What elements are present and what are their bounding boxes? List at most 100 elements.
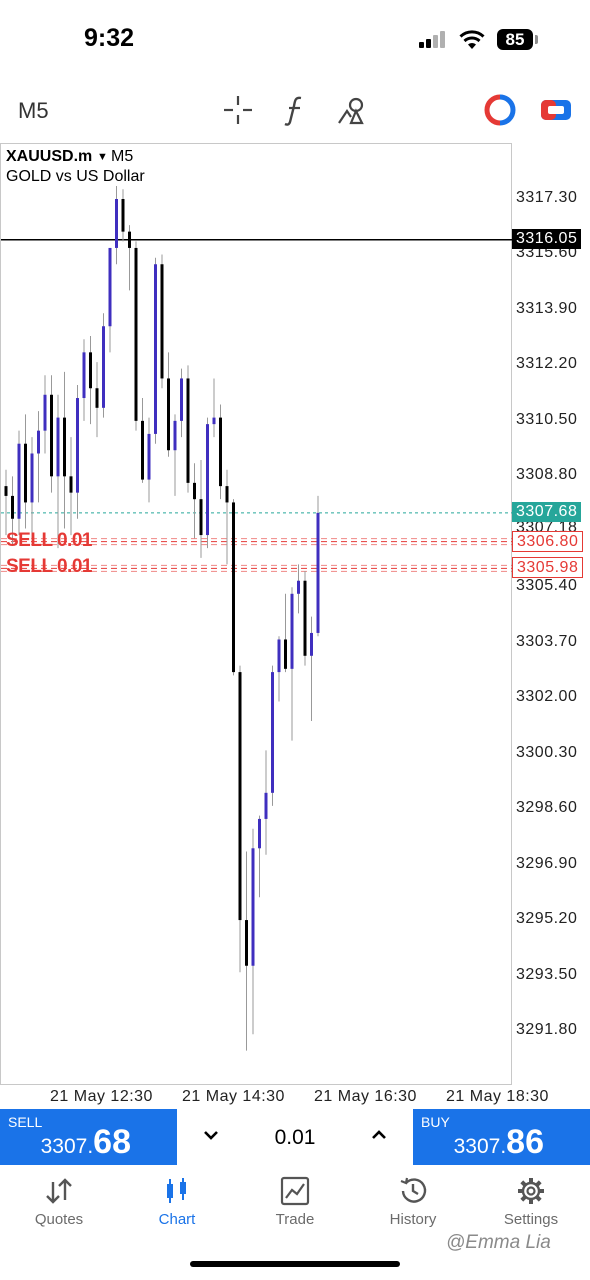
chart-settings-icon[interactable] — [539, 92, 573, 128]
wifi-icon — [459, 30, 485, 49]
candle-bull — [76, 398, 79, 493]
objects-icon[interactable] — [336, 92, 370, 128]
symbol-name: XAUUSD.m — [6, 148, 93, 165]
candle-bear — [225, 486, 229, 503]
price-tick-label: 3291.80 — [516, 1021, 578, 1038]
home-indicator — [190, 1261, 400, 1267]
time-tick-label: 21 May 14:30 — [182, 1088, 285, 1105]
indicators-icon[interactable] — [279, 92, 313, 128]
candle-bear — [193, 482, 196, 500]
candle-bull — [56, 417, 60, 477]
sell-price: 3307.68 — [40, 1123, 131, 1161]
time-tick-label: 21 May 12:30 — [50, 1088, 153, 1105]
sell-button[interactable]: SELL 3307.68 — [0, 1109, 177, 1165]
nav-label-settings: Settings — [503, 1211, 559, 1228]
lot-size-control: 0.01 — [177, 1109, 413, 1165]
candle-bull — [251, 848, 255, 966]
price-tick-label: 3302.00 — [516, 688, 578, 706]
candle-bull — [17, 443, 21, 519]
candle-bear — [141, 420, 144, 480]
price-tick-label: 3295.20 — [516, 910, 578, 928]
lot-decrease-button[interactable] — [204, 1123, 218, 1146]
candle-bear — [186, 378, 190, 483]
one-click-trading-icon[interactable] — [483, 92, 517, 128]
bid-price-tag: 3307.68 — [512, 501, 582, 522]
price-tick-label: 3317.30 — [516, 189, 578, 206]
nav-label-quotes: Quotes — [34, 1211, 84, 1228]
chevron-up-icon — [372, 1130, 386, 1139]
candle-bull — [82, 352, 86, 399]
candle-bear — [238, 672, 242, 921]
status-time: 9:32 — [84, 24, 135, 52]
chevron-down-icon — [204, 1131, 218, 1140]
lot-size-value[interactable]: 0.01 — [274, 1126, 316, 1149]
candle-bear — [160, 264, 164, 379]
candle-bear — [63, 417, 66, 477]
candle-bull — [173, 420, 177, 451]
settings-icon — [518, 1178, 544, 1204]
candle-bear — [4, 486, 8, 496]
time-tick-label: 21 May 18:30 — [446, 1088, 549, 1105]
candle-bear — [95, 388, 99, 408]
candle-bear — [245, 920, 248, 966]
nav-settings[interactable]: Settings — [472, 1172, 590, 1242]
nav-history[interactable]: History — [354, 1172, 472, 1242]
candle-bull — [297, 580, 300, 594]
candle-bull — [212, 417, 216, 425]
candle-bear — [24, 443, 27, 503]
candle-bull — [258, 818, 261, 849]
price-tick-label: 3296.90 — [516, 854, 578, 872]
price-tick-label: 3298.60 — [516, 799, 578, 817]
hline-price-tag: 3316.05 — [512, 228, 582, 249]
lot-increase-button[interactable] — [372, 1123, 386, 1146]
candle-bull — [310, 632, 313, 656]
buy-price: 3307.86 — [453, 1123, 544, 1161]
battery-indicator: 85 — [497, 29, 533, 50]
symbol-dropdown-icon[interactable]: ▼ — [97, 151, 108, 163]
candle-bear — [11, 495, 14, 519]
nav-trade[interactable]: Trade — [236, 1172, 354, 1242]
buy-label: BUY — [421, 1114, 450, 1130]
candle-bull — [43, 394, 47, 431]
timeframe-selector[interactable]: M5 — [18, 98, 49, 123]
quotes-icon — [46, 1178, 72, 1204]
candle-bear — [69, 476, 73, 493]
price-tick-label: 3312.20 — [516, 355, 578, 373]
candle-bear — [128, 231, 131, 248]
candle-bear — [89, 352, 92, 389]
nav-quotes[interactable]: Quotes — [0, 1172, 118, 1242]
crosshair-icon[interactable] — [221, 92, 255, 128]
sell-label: SELL — [8, 1114, 43, 1130]
candle-bull — [108, 247, 112, 327]
candle-bear — [303, 580, 307, 656]
candle-bull — [154, 264, 157, 434]
price-chart[interactable] — [0, 143, 513, 1085]
price-tick-label: 3300.30 — [516, 743, 578, 761]
nav-chart[interactable]: Chart — [118, 1172, 236, 1242]
candle-bull — [115, 199, 118, 248]
candle-bear — [199, 499, 203, 536]
sell-order-label[interactable]: SELL 0.01 — [6, 556, 92, 578]
candlestick-plot — [1, 185, 513, 1051]
history-icon — [400, 1177, 427, 1203]
candle-bear — [134, 247, 138, 421]
sell-order-label[interactable]: SELL 0.01 — [6, 529, 92, 551]
candle-bull — [102, 326, 105, 408]
watermark: @Emma Lia — [446, 1232, 551, 1253]
chart-icon — [167, 1178, 186, 1203]
price-tick-label: 3293.50 — [516, 965, 578, 983]
candle-bull — [180, 378, 183, 421]
candle-bull — [206, 424, 209, 536]
nav-label-history: History — [389, 1211, 437, 1228]
buy-button[interactable]: BUY 3307.86 — [413, 1109, 590, 1165]
battery-cap — [535, 35, 538, 44]
order-price-tag: 3305.98 — [512, 557, 584, 579]
candle-bear — [121, 199, 125, 232]
candle-bull — [147, 433, 151, 480]
nav-label-trade: Trade — [275, 1211, 315, 1228]
candle-bull — [37, 430, 40, 454]
candle-bear — [232, 502, 235, 673]
symbol-timeframe: M5 — [111, 148, 134, 165]
price-tick-label: 3313.90 — [516, 299, 578, 317]
candle-bear — [219, 417, 222, 487]
